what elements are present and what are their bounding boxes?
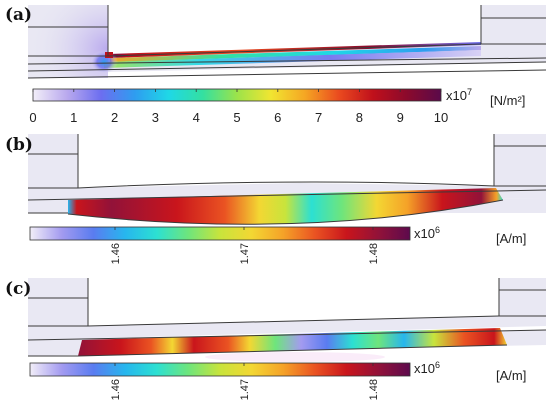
colorbar-tick-label: 6 <box>274 110 281 125</box>
panel-a-corner-hotspot <box>90 50 118 74</box>
colorbar-tick-label: 1.48 <box>368 379 380 400</box>
colorbar-tick-label: 7 <box>315 110 322 125</box>
panel-b-left-region <box>28 134 78 188</box>
panel-a-corner-peak <box>105 52 113 58</box>
panel-c-field-glow <box>205 352 385 362</box>
colorbar-tick-label: 0 <box>29 110 36 125</box>
panel-c-upper-plate <box>28 316 546 340</box>
panel-a-colorbar-ticks: 0 1 2 3 4 5 6 7 8 9 10 <box>29 89 448 125</box>
panel-a-right-region <box>481 5 546 50</box>
panel-a-middle-band <box>110 46 481 62</box>
colorbar-tick-label: 10 <box>434 110 448 125</box>
panel-a-colorbar-multiplier: x107 <box>446 87 472 103</box>
colorbar-tick-label: 1.46 <box>110 379 122 400</box>
panel-b-colorbar-unit: [A/m] <box>496 231 526 246</box>
colorbar-tick-label: 9 <box>397 110 404 125</box>
panel-b-colorbar <box>29 226 411 241</box>
panel-c-colorbar-ticks: 1.46 1.47 1.48 <box>110 363 380 400</box>
panel-c-label: (c) <box>5 279 31 299</box>
colorbar-tick-label: 4 <box>193 110 200 125</box>
colorbar-tick-label: 2 <box>111 110 118 125</box>
panel-c-left-region <box>28 278 88 326</box>
panel-c-colorbar-unit: [A/m] <box>496 368 526 383</box>
colorbar-tick-label: 1.47 <box>239 243 251 264</box>
panel-b-outlines <box>27 134 547 225</box>
colorbar-tick-label: 8 <box>356 110 363 125</box>
panel-b-label: (b) <box>5 135 33 155</box>
colorbar-tick-label: 5 <box>233 110 240 125</box>
panel-a-lower-band <box>104 50 481 68</box>
colorbar-tick-label: 1.46 <box>110 243 122 264</box>
colorbar-tick-label: 1.47 <box>239 379 251 400</box>
panel-b-colorbar-multiplier: x106 <box>414 225 440 241</box>
panel-c-magnet-field <box>78 328 507 356</box>
panel-b-colorbar-ticks: 1.46 1.47 1.48 <box>110 227 380 264</box>
panel-c-colorbar-multiplier: x106 <box>414 360 440 376</box>
panel-a: (a) 0 1 2 3 4 5 6 7 8 9 10 x107 [N/m²] <box>5 5 547 125</box>
panel-c-outlines <box>27 278 547 357</box>
colorbar-tick-label: 1.48 <box>368 243 380 264</box>
panel-b-right-region <box>494 134 546 186</box>
colorbar-tick-label: 1 <box>70 110 77 125</box>
panel-a-outlines <box>27 5 547 79</box>
panel-a-colorbar-unit: [N/m²] <box>490 93 525 108</box>
panel-c-colorbar <box>29 362 411 377</box>
colorbar-tick-label: 3 <box>152 110 159 125</box>
panel-b: (b) 1.46 1.47 1.48 x106 [A/m] <box>5 134 547 264</box>
panel-c-right-region <box>499 278 546 316</box>
panel-c: (c) 1.46 1.47 1.48 x106 [A/m] <box>5 278 547 400</box>
panel-a-label: (a) <box>5 5 32 25</box>
